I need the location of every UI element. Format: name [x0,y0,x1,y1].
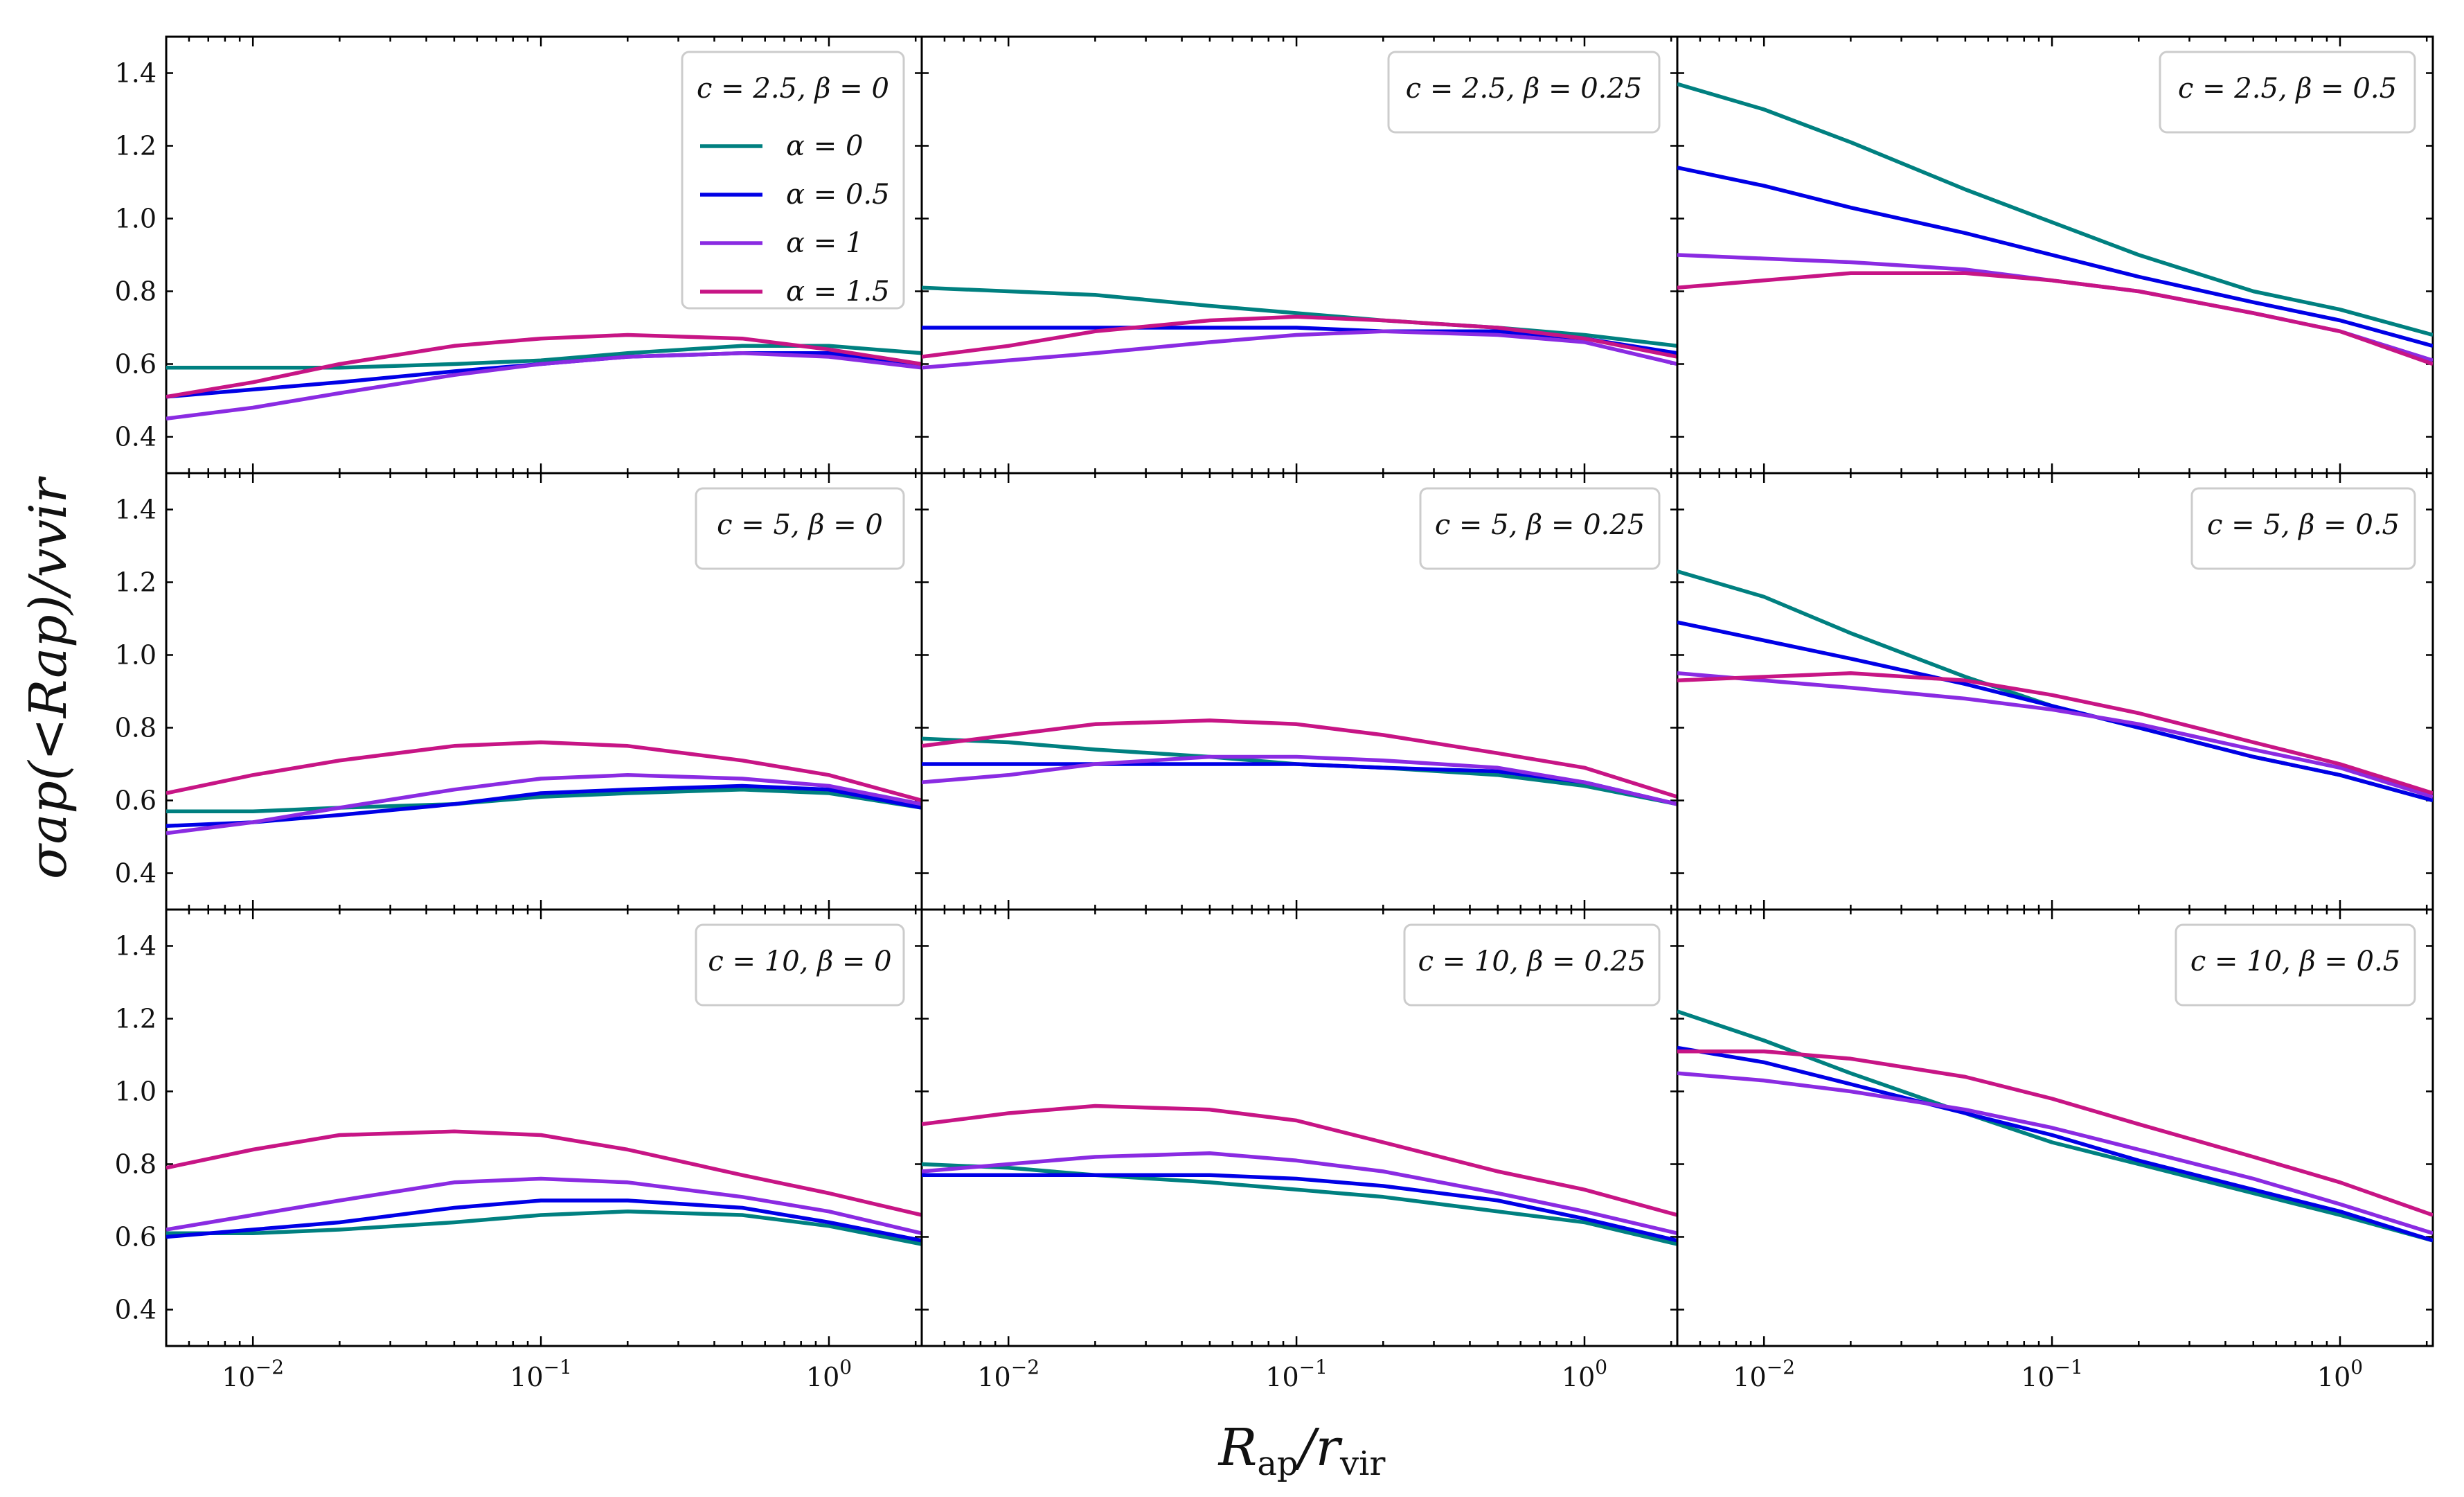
panel-title: c = 5, β = 0.5 [2207,509,2400,541]
panel-9: 10−2 10−1 100 c = 10, β = 0.5 [1676,908,2434,1392]
x-axis-label: Rap/rvir [1217,1418,1386,1483]
y-tick-label: 1.0 [115,640,157,671]
x-tick-label: 10−2 [222,1356,284,1392]
y-tick-label: 1.2 [115,567,157,598]
panel-title: c = 2.5, β = 0.25 [1406,73,1643,105]
legend-entry: α = 1 [786,227,863,259]
panel-2: c = 2.5, β = 0.25 [920,35,1679,475]
panel-title: c = 2.5, β = 0.5 [2178,73,2397,105]
legend-entry: α = 0.5 [786,179,890,211]
series-line-alpha-2 [166,1176,922,1235]
panel-grid: 0.4 0.6 0.8 1.0 1.2 1.4 c = 2.5, β = 0 α = 0 α =… [115,35,2434,1392]
series-line-alpha-0 [1677,82,2433,337]
panel-3: c = 2.5, β = 0.5 [1676,35,2434,475]
panel-title: c = 5, β = 0 [717,509,883,541]
panel-title: c = 2.5, β = 0 [697,73,889,105]
series-line-alpha-0 [922,285,1677,348]
x-tick-label: 100 [806,1356,852,1392]
legend-box [1403,923,1661,1007]
series-line-alpha-2 [166,351,922,421]
y-tick-label: 1.0 [115,1077,157,1107]
y-tick-label: 0.6 [115,349,157,380]
legend-box [1419,487,1661,570]
y-tick-label: 0.8 [115,1149,157,1180]
x-tick-label: 100 [1562,1356,1607,1392]
y-tick-label: 0.6 [115,786,157,816]
y-tick-label: 1.2 [115,1004,157,1034]
y-axis-label: σap(<Rap)/vvir [19,475,78,879]
series-line-alpha-0 [1677,1009,2433,1243]
series-line-alpha-3 [922,1104,1677,1217]
series-line-alpha-1 [922,1173,1677,1243]
series-line-alpha-0 [166,1210,922,1246]
x-tick-label: 10−2 [1733,1356,1795,1392]
series-line-alpha-2 [166,773,922,835]
series-line-alpha-1 [1677,1045,2433,1243]
series-line-alpha-2 [1677,671,2433,799]
y-tick-label: 0.8 [115,713,157,743]
y-tick-label: 1.2 [115,131,157,161]
series-line-alpha-3 [1677,1049,2433,1217]
y-tick-label: 1.4 [115,495,157,525]
panel-title: c = 10, β = 0.5 [2190,946,2400,977]
series-line-alpha-2 [1677,1071,2433,1235]
y-tick-label: 0.6 [115,1222,157,1252]
series-line-alpha-3 [166,740,922,803]
panel-title: c = 5, β = 0.25 [1435,509,1645,541]
x-tick-label: 10−1 [1265,1356,1328,1392]
x-tick-label: 10−2 [977,1356,1039,1392]
panel-6: c = 5, β = 0.5 [1676,472,2434,911]
series-line-alpha-0 [922,1162,1677,1246]
series-line-alpha-1 [166,783,922,829]
y-tick-label: 0.4 [115,858,157,889]
legend-box [2175,923,2416,1007]
series-line-alpha-0 [166,788,922,814]
panel-title: c = 10, β = 0 [708,946,891,977]
x-axis-label-main: R [1217,1418,1258,1478]
legend-box [2190,487,2416,570]
series-line-alpha-3 [922,718,1677,799]
x-axis-label-sub2: vir [1339,1444,1385,1483]
legend-box [695,923,905,1007]
series-line-alpha-3 [166,1129,922,1217]
legend-entry: α = 1.5 [786,276,890,308]
legend-entry: α = 0 [786,130,863,162]
panel-8: 10−2 10−1 100 c = 10, β = 0.25 [920,908,1679,1392]
panel-4: 0.4 0.6 0.8 1.0 1.2 1.4 c = 5, β = 0 [115,472,923,911]
series-line-alpha-2 [922,754,1677,806]
series-line-alpha-1 [1677,166,2433,348]
legend-box [1387,51,1661,134]
y-tick-label: 1.4 [115,931,157,962]
legend-box [2159,51,2416,134]
panel-7: 0.4 0.6 0.8 1.0 1.2 1.4 10−2 10−1 100 c = 10, β =… [115,908,923,1392]
x-axis-label-sub: ap [1257,1444,1298,1483]
series-line-alpha-2 [922,1151,1677,1235]
series-line-alpha-3 [1677,671,2433,795]
x-tick-label: 10−1 [2021,1356,2083,1392]
x-tick-label: 100 [2317,1356,2363,1392]
y-tick-label: 1.4 [115,58,157,89]
x-axis-label-sep: / [1294,1418,1320,1478]
series-line-alpha-3 [166,333,922,399]
x-axis-label-main2: r [1316,1418,1343,1478]
panel-1: 0.4 0.6 0.8 1.0 1.2 1.4 c = 2.5, β = 0 α = 0 α =… [115,35,923,475]
series-line-alpha-3 [922,315,1677,359]
y-tick-label: 0.4 [115,422,157,452]
legend-box [695,487,905,570]
series-line-alpha-3 [1677,271,2433,366]
series-line-alpha-2 [922,329,1677,370]
panel-title: c = 10, β = 0.25 [1418,946,1646,977]
series-line-alpha-1 [166,1198,922,1243]
y-tick-label: 1.0 [115,204,157,234]
y-tick-label: 0.8 [115,276,157,307]
panel-5: c = 5, β = 0.25 [920,472,1679,911]
y-tick-label: 0.4 [115,1295,157,1325]
x-tick-label: 10−1 [510,1356,572,1392]
series-line-alpha-1 [1677,620,2433,803]
